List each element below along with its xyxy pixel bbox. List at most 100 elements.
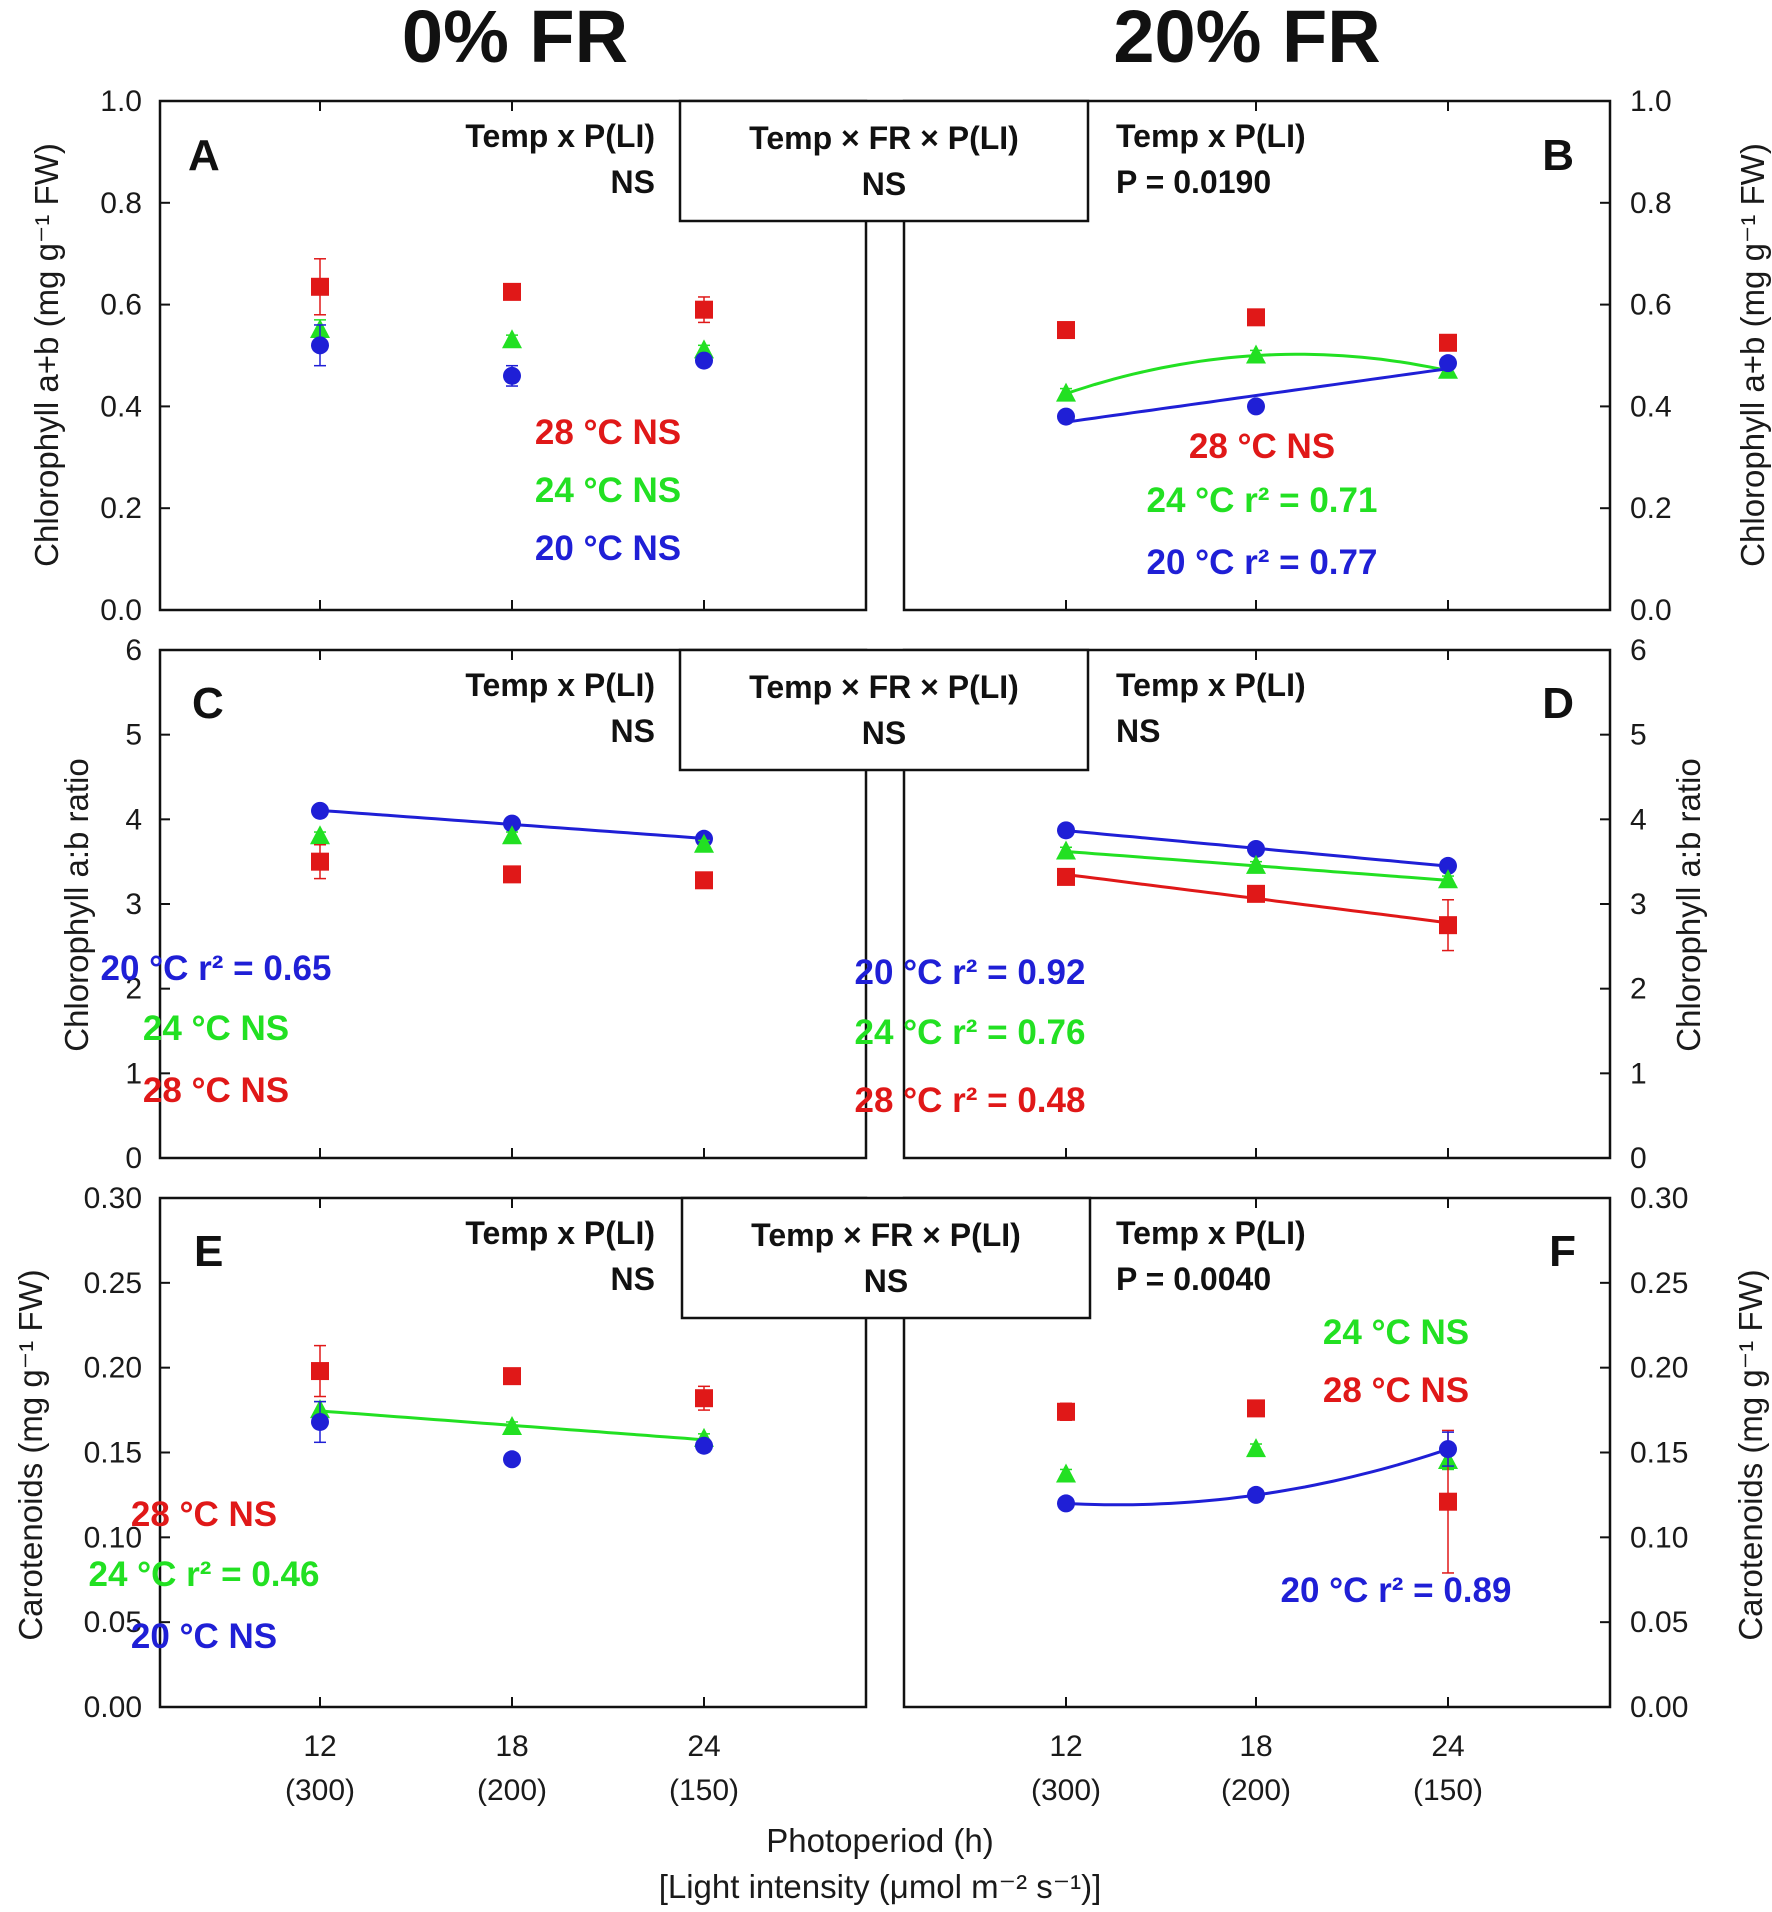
y-tick-label: 0.00 xyxy=(84,1691,142,1724)
panel-C: 0 1 2 3 4 5 6 C Temp x P(LI) NS 20 °C r² = 0.65 24 … xyxy=(101,634,868,1175)
series-annotation: 24 °C r² = 0.71 xyxy=(1147,481,1378,520)
panel-label: F xyxy=(1549,1227,1576,1276)
data-point-square xyxy=(1057,1402,1075,1421)
center-box-row-3: Temp × FR × P(LI) NS xyxy=(680,1196,1092,1320)
data-point-triangle xyxy=(1246,854,1266,874)
center-box-line1: Temp × FR × P(LI) xyxy=(749,120,1019,156)
data-point-circle xyxy=(1057,407,1075,426)
data-point-circle xyxy=(1247,839,1265,858)
interaction-stat-label: Temp x P(LI) xyxy=(465,118,655,154)
data-point-circle xyxy=(1439,354,1457,373)
y-tick-label: 4 xyxy=(125,803,142,836)
interaction-stat-value: NS xyxy=(611,164,655,200)
series-annotation: 20 °C r² = 0.89 xyxy=(1281,1571,1512,1610)
data-point-square xyxy=(311,1362,329,1381)
series-24C: 24 °C NS xyxy=(310,319,714,510)
panel-D: 0 1 2 3 4 5 6 D Temp x P(LI) NS 20 °C r² = 0.92 24 … xyxy=(855,634,1647,1175)
interaction-stat-label: Temp x P(LI) xyxy=(1116,118,1306,154)
interaction-stat-value: NS xyxy=(1116,713,1160,749)
x-axis-title-line2: [Light intensity (μmol m⁻² s⁻¹)] xyxy=(659,1868,1102,1905)
y-tick-label: 0.10 xyxy=(84,1521,142,1554)
interaction-stat-label: Temp x P(LI) xyxy=(465,1215,655,1251)
panel-label: B xyxy=(1542,131,1574,180)
center-box-frame xyxy=(680,1196,1092,1320)
data-point-square xyxy=(695,1389,713,1408)
data-point-circle xyxy=(311,1412,329,1431)
data-point-circle xyxy=(503,366,521,385)
panel-label: C xyxy=(192,679,224,728)
data-point-circle xyxy=(503,1450,521,1469)
y-tick-label: 0.20 xyxy=(84,1352,142,1385)
data-point-square xyxy=(1247,884,1265,903)
data-point-square xyxy=(311,277,329,296)
x-subtick-label: (300) xyxy=(1031,1774,1101,1807)
y-tick-label: 2 xyxy=(125,973,142,1006)
center-box-row-1: Temp × FR × P(LI) NS xyxy=(678,99,1090,223)
interaction-stat-label: Temp x P(LI) xyxy=(465,667,655,703)
y-tick-label: 0.05 xyxy=(84,1606,142,1639)
series-annotation: 24 °C NS xyxy=(1323,1313,1469,1352)
interaction-stat-label: Temp x P(LI) xyxy=(1116,1215,1306,1251)
data-point-circle xyxy=(1057,1494,1075,1513)
series-annotation: 20 °C NS xyxy=(131,1617,277,1656)
series-28C: 28 °C NS xyxy=(1057,308,1457,466)
y-tick-label: 0.05 xyxy=(1630,1606,1688,1639)
data-point-square xyxy=(1439,1492,1457,1511)
y-tick-label: 0.2 xyxy=(1630,492,1672,525)
y-tick-label: 0.6 xyxy=(1630,289,1672,322)
data-point-triangle xyxy=(1438,869,1458,889)
y-tick-label: 0 xyxy=(1630,1142,1647,1175)
data-point-circle xyxy=(1439,856,1457,875)
title-20fr: 20% FR xyxy=(1113,0,1380,78)
series-28C: 28 °C NS xyxy=(131,1344,713,1534)
y-tick-label: 2 xyxy=(1630,973,1647,1006)
y-tick-label: 0.0 xyxy=(1630,594,1672,627)
y-tick-label: 6 xyxy=(125,634,142,667)
data-point-triangle xyxy=(502,1416,522,1436)
center-box-row-2: Temp × FR × P(LI) NS xyxy=(678,648,1090,772)
data-point-circle xyxy=(1247,397,1265,416)
series-20C: 20 °C NS xyxy=(311,324,713,568)
series-annotation: 20 °C r² = 0.92 xyxy=(855,953,1086,992)
series-28C: 28 °C NS xyxy=(1057,1371,1469,1574)
y-axis-title-right-row-3: Carotenoids (mg g⁻¹ FW) xyxy=(1732,1269,1769,1640)
y-tick-label: 0 xyxy=(125,1142,142,1175)
series-annotation: 20 °C r² = 0.65 xyxy=(101,949,332,988)
series-annotation: 28 °C NS xyxy=(1323,1371,1469,1410)
series-annotation: 28 °C NS xyxy=(143,1071,289,1110)
panel-B: 0.0 0.2 0.4 0.6 0.8 1.0 B Temp x P(LI) P = 0.019… xyxy=(902,85,1672,627)
data-point-square xyxy=(503,282,521,301)
data-point-circle xyxy=(695,1436,713,1455)
data-point-circle xyxy=(503,814,521,833)
title-0fr: 0% FR xyxy=(402,0,628,78)
series-annotation: 24 °C NS xyxy=(143,1009,289,1048)
y-tick-label: 0.6 xyxy=(100,289,142,322)
data-point-triangle xyxy=(310,825,330,845)
data-point-triangle xyxy=(1056,840,1076,860)
data-point-circle xyxy=(1247,1485,1265,1504)
interaction-stat-value: P = 0.0040 xyxy=(1116,1261,1271,1297)
y-axis-title-left-row-2: Chlorophyll a:b ratio xyxy=(58,758,95,1052)
y-tick-label: 5 xyxy=(125,719,142,752)
data-point-circle xyxy=(1439,1440,1457,1459)
x-axis-right: 12 18 24 (300) (200) (150) xyxy=(1031,1730,1483,1807)
data-point-triangle xyxy=(1246,1438,1266,1458)
data-point-square xyxy=(503,865,521,884)
y-tick-label: 0.30 xyxy=(84,1182,142,1215)
data-point-triangle xyxy=(1056,382,1076,402)
series-annotation: 28 °C NS xyxy=(131,1495,277,1534)
data-point-square xyxy=(503,1367,521,1386)
y-tick-label: 0.15 xyxy=(1630,1437,1688,1470)
series-annotation: 20 °C NS xyxy=(535,529,681,568)
center-box-line2: NS xyxy=(862,166,906,202)
x-tick-label: 24 xyxy=(687,1730,720,1763)
data-point-circle xyxy=(311,801,329,820)
y-tick-label: 0.30 xyxy=(1630,1182,1688,1215)
center-box-line1: Temp × FR × P(LI) xyxy=(751,1217,1021,1253)
y-tick-label: 0.25 xyxy=(84,1267,142,1300)
y-axis-title-left-row-1: Chlorophyll a+b (mg g⁻¹ FW) xyxy=(28,143,65,567)
data-point-circle xyxy=(311,336,329,355)
panel-label: A xyxy=(188,131,220,180)
panel-E: 0.00 0.05 0.10 0.15 0.20 0.25 0.30 E Temp x P(LI… xyxy=(84,1182,868,1724)
